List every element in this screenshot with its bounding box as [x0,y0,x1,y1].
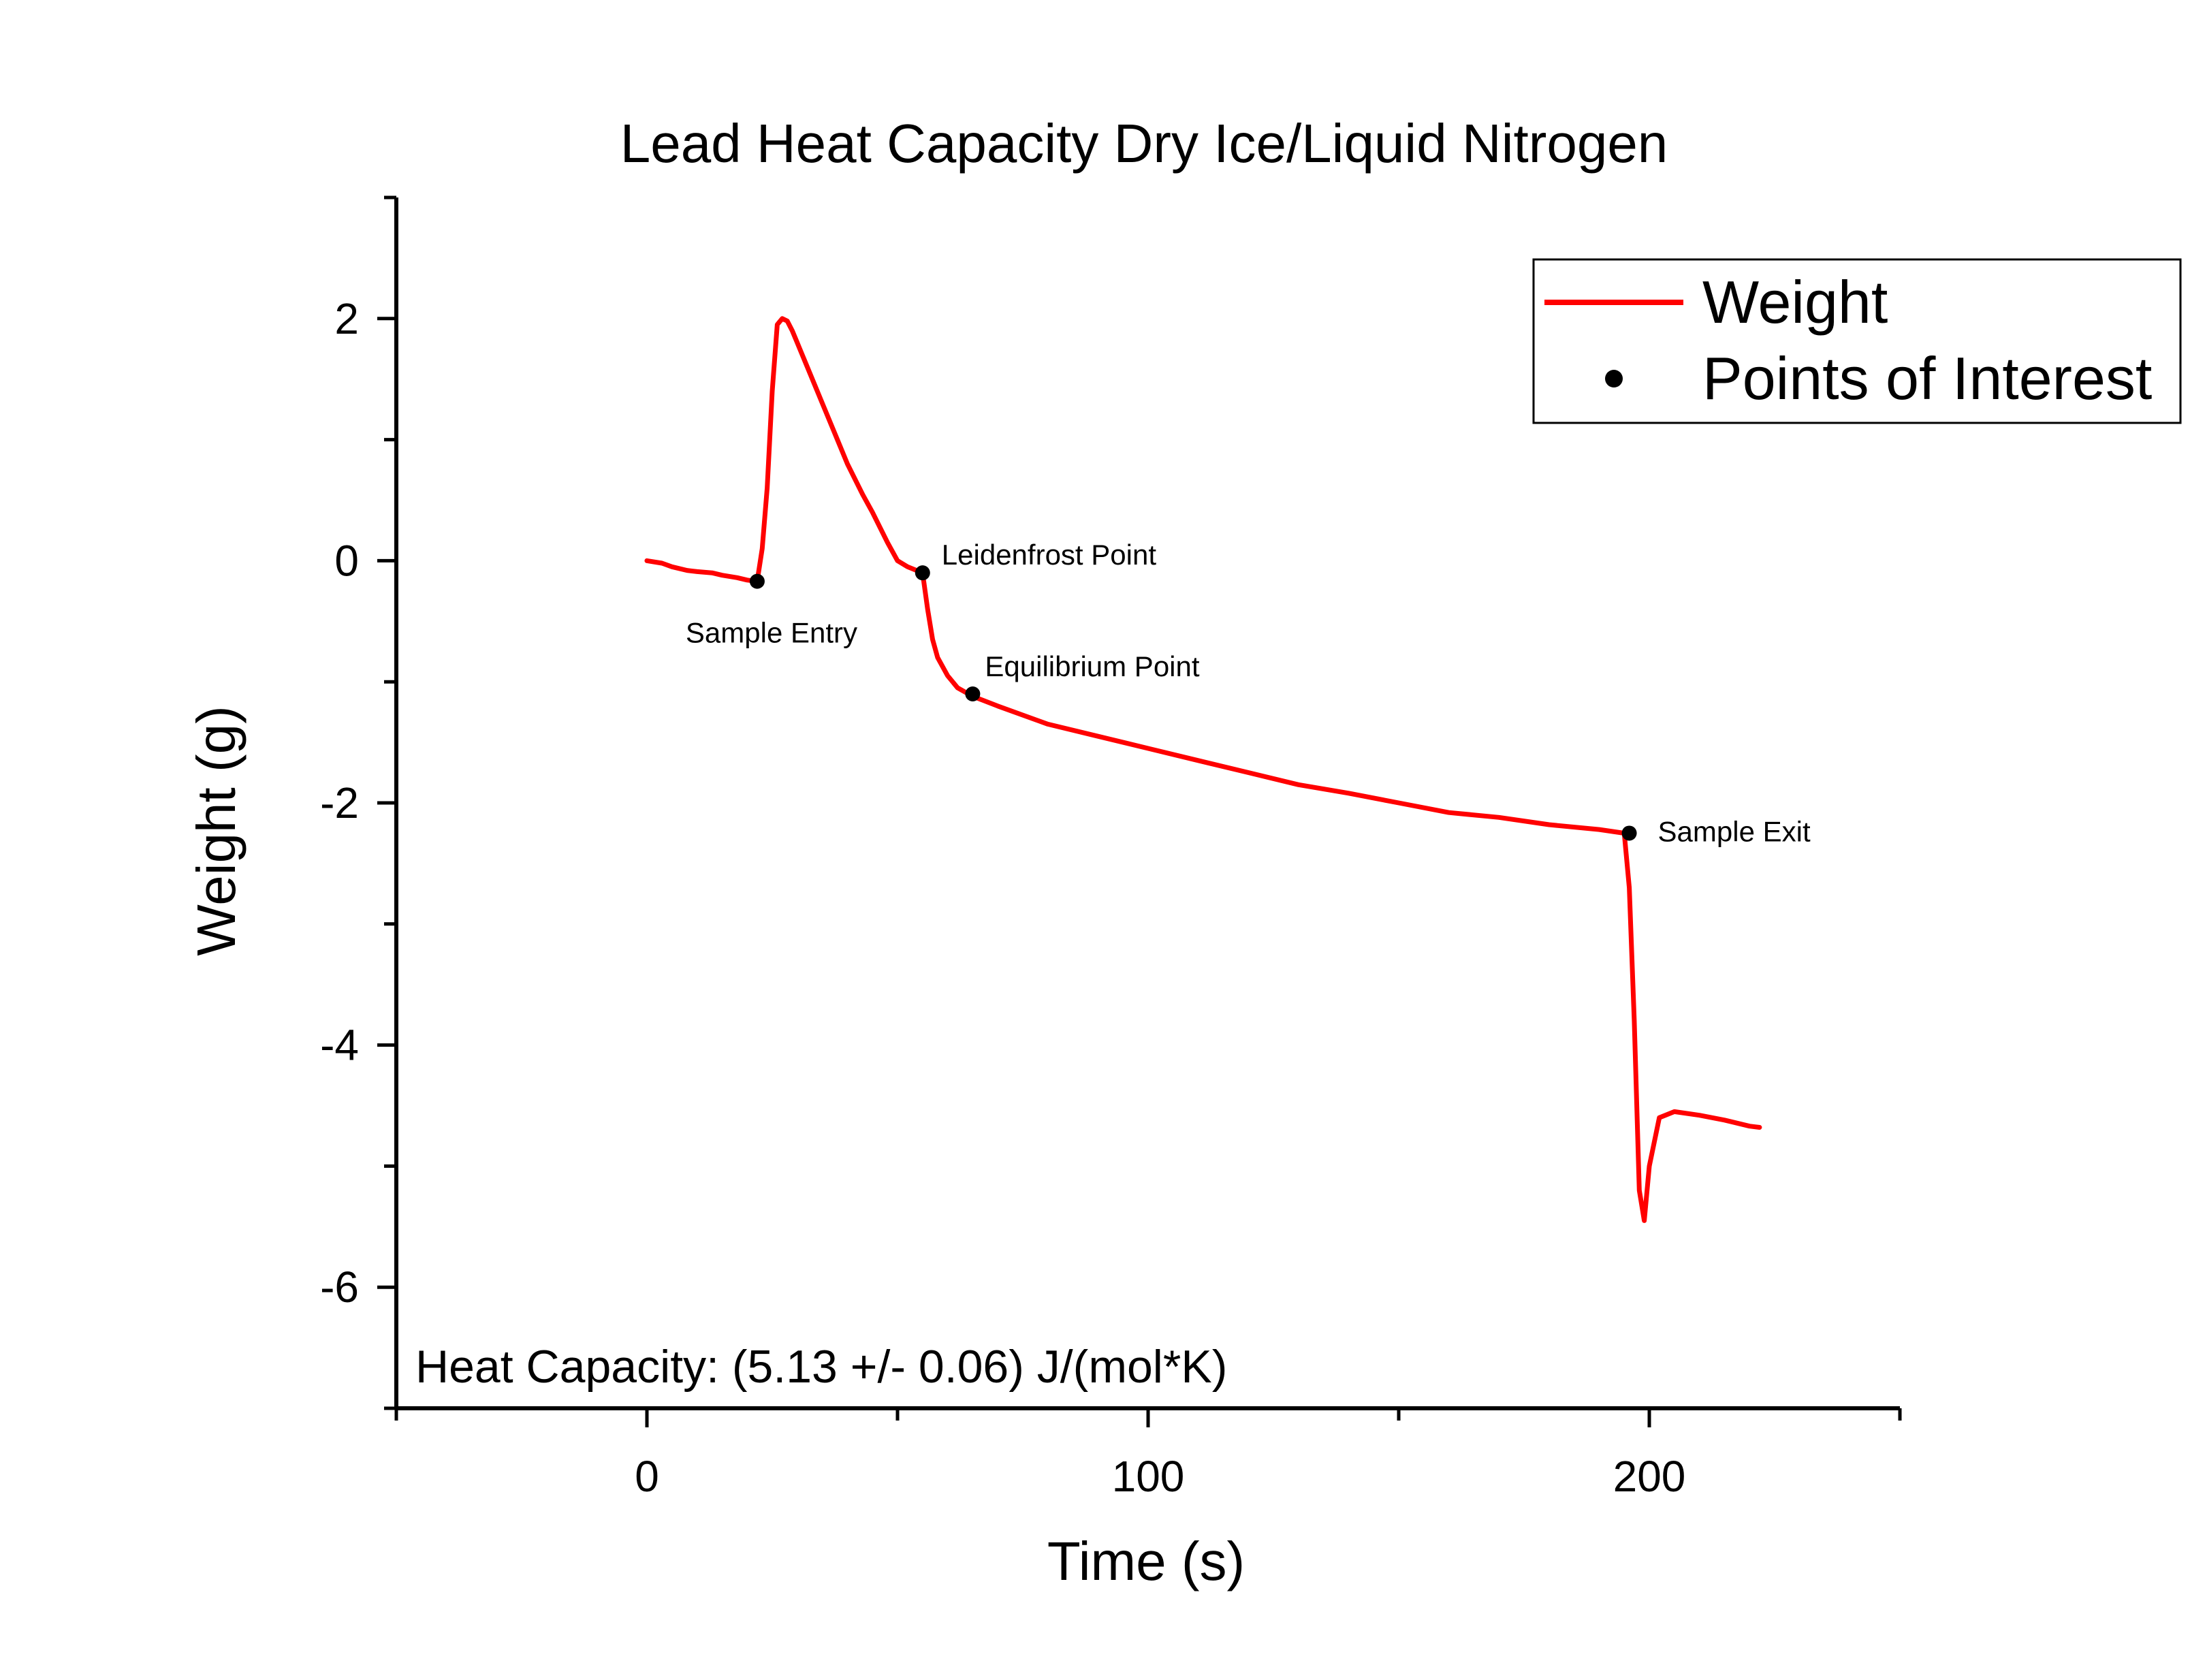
weight-series-line [644,316,1762,1223]
y-tick-label: -2 [320,778,359,827]
y-tick-label: -6 [320,1263,359,1312]
y-axis-label: Weight (g) [186,706,247,956]
x-tick-label: 100 [1112,1452,1185,1501]
point-labels: Sample Entry Leidenfrost Point Equilibrium… [686,539,1811,847]
point-of-interest-marker [915,565,930,581]
point-of-interest-label: Equilibrium Point [985,650,1199,682]
x-axis-label: Time (s) [1047,1531,1245,1591]
legend-weight-label: Weight [1702,268,1888,336]
point-of-interest-marker [1621,825,1637,841]
plot-area [644,316,1762,1223]
point-of-interest-label: Sample Entry [686,617,857,649]
legend: Weight Points of Interest [1532,258,2182,424]
point-of-interest-label: Leidenfrost Point [942,539,1157,571]
point-of-interest-label: Sample Exit [1658,815,1811,847]
y-tick-label: 0 [334,536,359,585]
y-tick-label: -4 [320,1021,359,1070]
point-of-interest-marker [965,686,981,701]
chart-title: Lead Heat Capacity Dry Ice/Liquid Nitrog… [620,113,1668,174]
heat-capacity-annotation: Heat Capacity: (5.13 +/- 0.06) J/(mol*K) [415,1341,1227,1393]
tick-group: 0 100 200 -6 -4 -2 0 2 [320,195,1902,1501]
legend-points-marker [1605,370,1623,387]
point-of-interest-marker [749,573,765,589]
x-tick-label: 0 [635,1452,659,1501]
x-tick-label: 200 [1613,1452,1686,1501]
legend-points-label: Points of Interest [1702,345,2152,412]
legend-box [1532,258,2182,424]
y-tick-label: 2 [334,294,359,343]
